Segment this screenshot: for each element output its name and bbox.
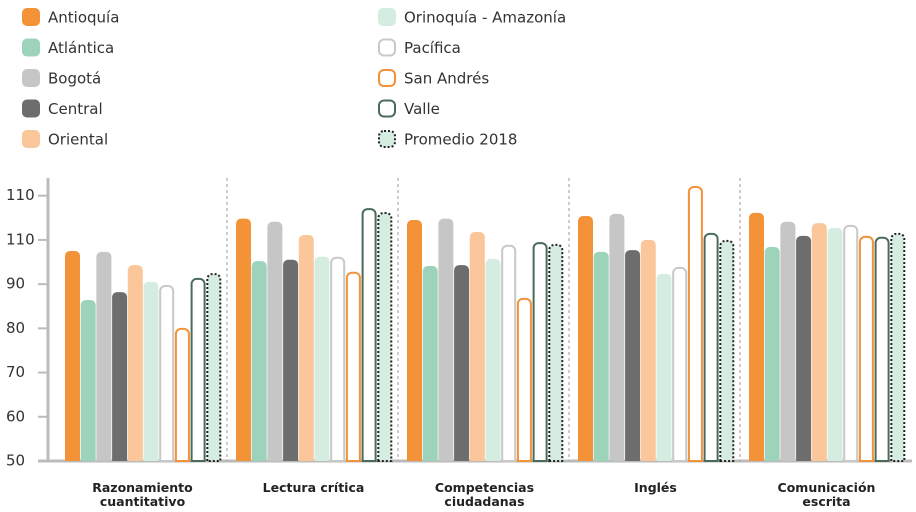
bar [858, 235, 874, 462]
legend-swatch [378, 38, 396, 57]
legend-label: Oriental [48, 131, 108, 149]
y-tick-label: 80 [6, 319, 25, 337]
y-tick-label: 90 [6, 275, 25, 293]
bar [890, 232, 906, 462]
bar [345, 271, 361, 462]
legend-label: Promedio 2018 [404, 131, 517, 149]
bar [593, 251, 609, 461]
bar [206, 273, 222, 462]
bar [485, 258, 501, 461]
legend-swatch [378, 8, 396, 26]
legend-swatch [22, 69, 40, 87]
bar [764, 246, 780, 461]
legend-label: San Andrés [404, 70, 489, 88]
y-tick-label: 50 [6, 452, 25, 470]
bar [143, 281, 159, 461]
bar [438, 218, 454, 461]
bar [548, 243, 564, 462]
bar [236, 218, 251, 461]
legend-label: Bogotá [48, 70, 101, 88]
bar [719, 239, 735, 462]
bar [625, 250, 641, 461]
legend-label: Central [48, 100, 103, 118]
bar [843, 224, 859, 462]
bar [749, 212, 764, 461]
bar [672, 266, 688, 462]
bar [127, 265, 143, 461]
bar [656, 273, 672, 461]
bar [251, 261, 267, 461]
x-tick-label: Inglés [634, 480, 677, 495]
bar [298, 235, 314, 461]
legend-swatch [22, 8, 40, 26]
bar [267, 221, 283, 461]
bar [687, 185, 703, 462]
x-tick-label: Competencias ciudadanas [434, 480, 535, 509]
bar [422, 265, 438, 461]
bar [827, 227, 843, 461]
bar [874, 236, 890, 462]
bar [377, 212, 393, 462]
legend-label: Pacífica [404, 39, 461, 57]
bar [532, 242, 548, 462]
bar [330, 256, 346, 462]
legend-label: Valle [404, 100, 440, 118]
bar [454, 265, 470, 461]
legend-swatch [22, 130, 40, 148]
bar [811, 223, 827, 461]
bar [112, 292, 128, 461]
bar [780, 221, 796, 461]
bar [501, 244, 517, 462]
bar [516, 297, 532, 462]
legend-swatch [22, 38, 40, 57]
bar [96, 251, 112, 461]
y-tick-label: 60 [6, 407, 25, 425]
legend-swatch [22, 99, 40, 118]
y-tick-label: 110 [6, 186, 35, 204]
y-tick-label: 70 [6, 363, 25, 381]
legend-swatch [378, 69, 396, 87]
x-tick-label: Comunicación escrita [777, 480, 876, 509]
bar [190, 277, 206, 462]
bar [65, 250, 80, 461]
bar [609, 213, 625, 461]
legend-swatch [378, 99, 396, 118]
bar [469, 231, 485, 461]
x-tick-label: Razonamiento cuantitativo [92, 480, 193, 509]
legend-label: Atlántica [48, 39, 114, 57]
bar [159, 285, 175, 462]
y-tick-label: 110 [6, 230, 35, 248]
x-tick-label: Lectura crítica [262, 480, 365, 495]
bar [174, 327, 190, 462]
bar [80, 300, 96, 461]
bar [283, 259, 299, 461]
bar [407, 220, 422, 461]
bar [361, 208, 377, 462]
legend-label: Antioquía [48, 9, 119, 27]
bar [640, 239, 656, 461]
bar [314, 256, 330, 461]
bar [578, 216, 593, 461]
bar [796, 235, 812, 461]
bar [703, 232, 719, 462]
legend-swatch [378, 130, 396, 148]
legend-label: Orinoquía - Amazonía [404, 9, 566, 27]
